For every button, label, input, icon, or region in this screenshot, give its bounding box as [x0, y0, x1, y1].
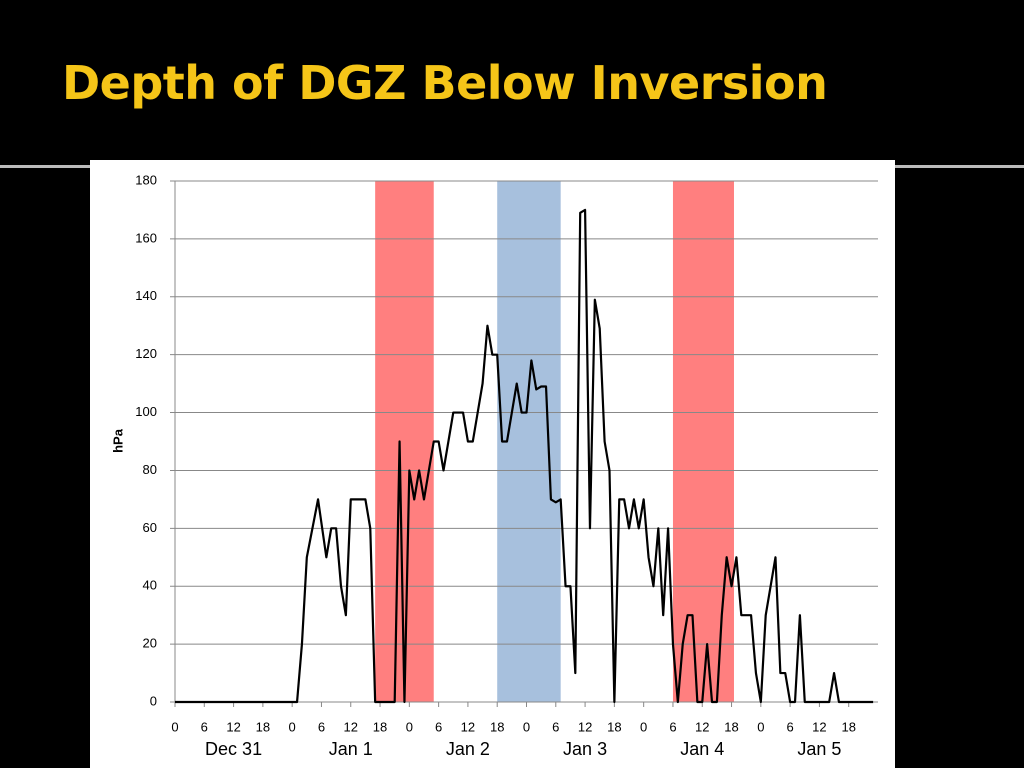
- y-tick-label: 140: [135, 288, 157, 303]
- day-label: Jan 2: [446, 739, 490, 759]
- x-tick-label: 12: [578, 719, 592, 734]
- x-tick-label: 6: [552, 719, 559, 734]
- x-tick-label: 6: [669, 719, 676, 734]
- x-tick-label: 12: [344, 719, 358, 734]
- x-tick-label: 6: [318, 719, 325, 734]
- x-tick-label: 12: [226, 719, 240, 734]
- x-tick-label: 18: [490, 719, 504, 734]
- x-tick-label: 0: [171, 719, 178, 734]
- x-tick-label: 18: [724, 719, 738, 734]
- y-tick-label: 40: [143, 578, 157, 593]
- x-tick-label: 6: [435, 719, 442, 734]
- x-tick-label: 0: [523, 719, 530, 734]
- highlight-band: [375, 181, 434, 702]
- x-tick-label: 12: [461, 719, 475, 734]
- x-tick-label: 18: [373, 719, 387, 734]
- x-tick-label: 0: [289, 719, 296, 734]
- y-tick-label: 80: [143, 462, 157, 477]
- y-tick-label: 20: [143, 636, 157, 651]
- day-label: Jan 5: [797, 739, 841, 759]
- y-tick-label: 0: [150, 693, 157, 708]
- y-tick-label: 180: [135, 172, 157, 187]
- day-label: Jan 1: [329, 739, 373, 759]
- x-tick-label: 12: [812, 719, 826, 734]
- x-tick-label: 6: [201, 719, 208, 734]
- x-tick-label: 0: [757, 719, 764, 734]
- rule: [0, 165, 90, 168]
- y-tick-label: 120: [135, 346, 157, 361]
- x-tick-label: 0: [640, 719, 647, 734]
- x-tick-label: 18: [607, 719, 621, 734]
- day-label: Dec 31: [205, 739, 262, 759]
- x-tick-label: 0: [406, 719, 413, 734]
- rule: [895, 165, 1024, 168]
- slide-title: Depth of DGZ Below Inversion: [62, 56, 828, 110]
- y-tick-label: 160: [135, 230, 157, 245]
- day-label: Jan 4: [680, 739, 724, 759]
- header: [0, 0, 1024, 160]
- x-tick-label: 6: [787, 719, 794, 734]
- y-axis-label: hPa: [110, 428, 125, 453]
- x-tick-label: 12: [695, 719, 709, 734]
- y-tick-label: 60: [143, 520, 157, 535]
- day-label: Jan 3: [563, 739, 607, 759]
- x-tick-label: 18: [256, 719, 270, 734]
- x-tick-label: 18: [841, 719, 855, 734]
- chart-background: [90, 160, 895, 768]
- y-tick-label: 100: [135, 404, 157, 419]
- highlight-band: [672, 181, 734, 702]
- data-line: [175, 208, 874, 704]
